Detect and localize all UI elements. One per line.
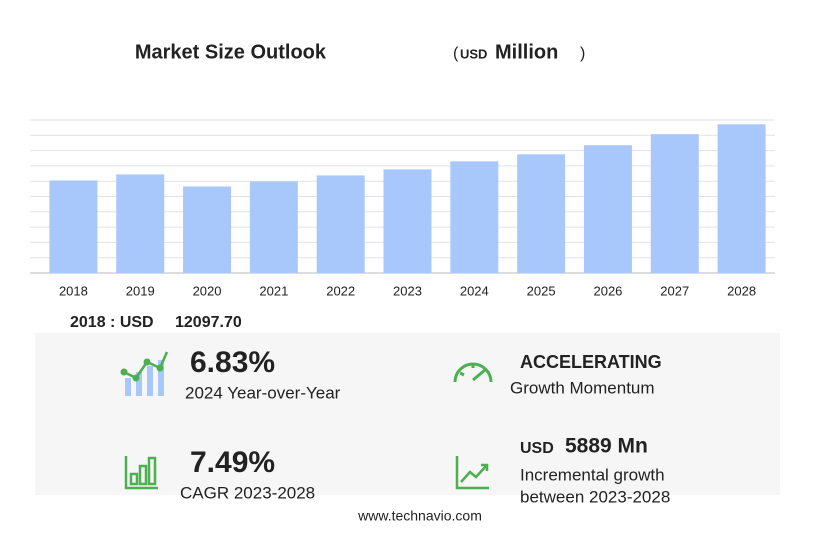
bar — [116, 174, 165, 273]
x-tick-label: 2022 — [326, 283, 355, 298]
incr-currency: USD — [520, 440, 554, 457]
x-tick-label: 2021 — [259, 283, 288, 298]
x-tick-label: 2020 — [193, 283, 222, 298]
yoy-label: 2024 Year-over-Year — [185, 383, 341, 402]
incr-value: 5889 Mn — [565, 435, 648, 458]
bar — [316, 175, 365, 273]
bar — [517, 154, 566, 273]
x-tick-label: 2023 — [393, 283, 422, 298]
plot: 2018 2019 2020 2021 2022 2023 2024 2025 2026 2027… — [30, 119, 775, 298]
bar — [450, 161, 499, 273]
bar — [717, 124, 766, 274]
cagr-value: 7.49% — [190, 446, 275, 479]
bar — [183, 186, 232, 273]
cagr-label: CAGR 2023-2028 — [180, 483, 315, 502]
bar — [583, 145, 632, 273]
x-tick-label: 2027 — [660, 283, 689, 298]
bar — [383, 169, 432, 273]
x-tick-label: 2019 — [126, 283, 155, 298]
incr-label-2: between 2023-2028 — [520, 487, 670, 506]
cagr-icon — [124, 456, 158, 490]
incr-label-1: Incremental growth — [520, 465, 665, 484]
incr-icon — [455, 456, 489, 490]
chart-title: Market Size Outlook — [135, 41, 327, 63]
base-value: 12097.70 — [175, 314, 242, 331]
momentum-label: Growth Momentum — [510, 378, 655, 397]
bar — [49, 180, 98, 273]
yoy-value: 6.83% — [190, 346, 275, 379]
momentum-value: ACCELERATING — [520, 352, 662, 372]
bar — [650, 134, 699, 273]
x-tick-label: 2025 — [527, 283, 556, 298]
gauge-icon — [453, 362, 493, 383]
unit-scale: Million — [495, 41, 558, 63]
base-label: 2018 : USD — [70, 314, 154, 331]
paren: ( — [453, 45, 459, 62]
x-tick-label: 2028 — [727, 283, 756, 298]
yoy-icon — [120, 351, 169, 396]
x-tick-label: 2026 — [593, 283, 622, 298]
bar — [249, 181, 298, 273]
x-tick-label: 2018 — [59, 283, 88, 298]
unit-currency: USD — [460, 46, 487, 61]
x-tick-label: 2024 — [460, 283, 489, 298]
source: www.technavio.com — [357, 508, 482, 524]
paren: ) — [580, 45, 585, 62]
